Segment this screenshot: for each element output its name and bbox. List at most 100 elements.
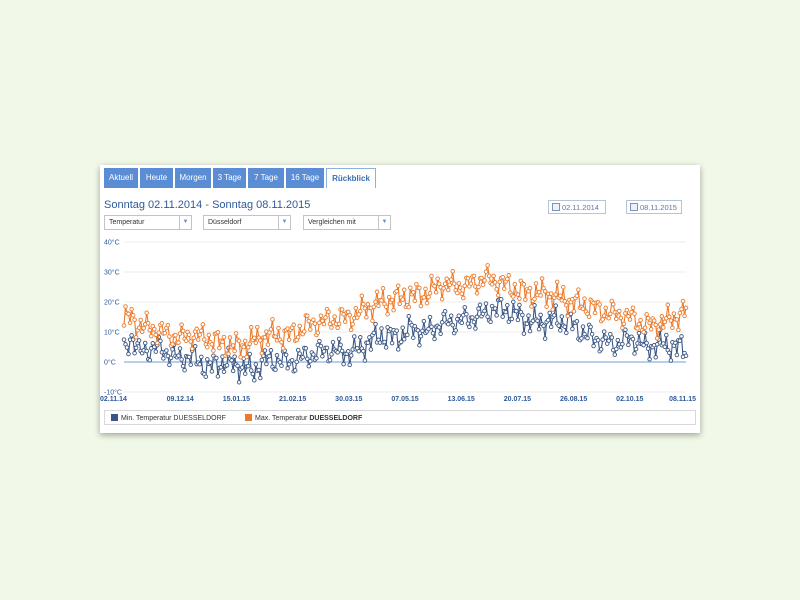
date-to-picker[interactable]: 08.11.2015 [626, 200, 682, 214]
data-point-max [447, 282, 452, 288]
data-point-min [347, 362, 352, 368]
x-tick-label: 20.07.15 [504, 396, 531, 403]
data-point-max [574, 293, 580, 298]
data-point-max [236, 338, 242, 344]
data-point-min [562, 324, 568, 329]
data-point-min [147, 357, 153, 363]
data-point-min [453, 328, 458, 333]
data-point-max [680, 298, 686, 304]
legend-item-max[interactable]: Max. Temperatur DUESSELDORF [245, 414, 362, 422]
data-point-min [371, 330, 377, 336]
tab-rueckblick[interactable]: Rückblick [326, 168, 376, 188]
data-point-min [603, 335, 608, 340]
data-point-max [183, 338, 189, 343]
data-point-min [262, 348, 268, 353]
data-point-max [451, 281, 457, 286]
data-point-min [236, 380, 242, 385]
data-point-max [679, 306, 684, 312]
data-point-max [133, 334, 139, 340]
data-point-min [235, 363, 240, 369]
data-point-max [527, 285, 533, 291]
calendar-icon [630, 203, 638, 211]
data-point-max [538, 293, 543, 298]
data-point-min [632, 351, 637, 356]
data-point-min [483, 301, 489, 306]
data-point-max [450, 269, 455, 274]
data-point-max [630, 305, 636, 310]
data-point-min [197, 362, 202, 367]
data-point-min [297, 351, 302, 356]
weather-history-panel: Aktuell Heute Morgen 3 Tage 7 Tage 16 Ta… [100, 165, 700, 433]
data-point-min [167, 362, 172, 368]
data-point-max [485, 263, 490, 268]
data-point-max [468, 281, 474, 286]
data-point-min [574, 319, 580, 324]
compare-select[interactable]: Vergleichen mit ▼ [303, 215, 391, 230]
data-point-min [406, 314, 412, 319]
data-point-max [476, 284, 481, 290]
data-point-min [636, 330, 642, 336]
tab-aktuell[interactable]: Aktuell [104, 168, 138, 188]
tab-7-tage[interactable]: 7 Tage [248, 168, 284, 188]
tab-3-tage[interactable]: 3 Tage [213, 168, 246, 188]
data-point-min [306, 363, 312, 369]
data-point-max [189, 346, 195, 352]
parameter-select[interactable]: Temperatur ▼ [104, 215, 192, 230]
location-select[interactable]: Düsseldorf ▼ [203, 215, 291, 230]
data-point-max [620, 325, 625, 331]
data-point-min [215, 374, 221, 379]
data-point-max [674, 317, 680, 322]
x-tick-label: 15.01.15 [223, 396, 250, 403]
data-point-min [311, 352, 316, 357]
data-point-max [211, 348, 216, 353]
data-point-min [524, 321, 530, 327]
data-point-min [548, 324, 554, 330]
data-point-min [559, 314, 565, 319]
range-separator: - [205, 199, 210, 211]
data-point-max [571, 309, 577, 314]
data-point-min [439, 320, 445, 325]
data-point-max [308, 327, 313, 332]
data-point-min [324, 345, 330, 351]
y-tick-label: 10°C [104, 329, 120, 337]
data-point-max [421, 295, 427, 300]
data-point-max [259, 351, 265, 356]
data-point-max [130, 312, 136, 318]
data-point-min [647, 357, 652, 362]
data-point-max [486, 273, 492, 279]
data-point-max [562, 299, 568, 304]
data-point-max [501, 286, 507, 291]
data-point-min [598, 347, 604, 352]
date-from-picker[interactable]: 02.11.2014 [548, 200, 606, 214]
data-point-min [242, 371, 248, 376]
data-point-max [412, 298, 418, 304]
tab-16-tage[interactable]: 16 Tage [286, 168, 324, 188]
chevron-down-icon: ▼ [278, 216, 290, 229]
data-point-max [489, 282, 495, 287]
data-point-min [474, 314, 480, 320]
data-point-min [130, 337, 136, 342]
data-point-max [439, 296, 445, 302]
data-point-min [132, 350, 137, 356]
data-point-max [221, 334, 227, 340]
tab-morgen[interactable]: Morgen [175, 168, 211, 188]
data-point-min [450, 322, 455, 328]
data-point-max [632, 311, 637, 316]
data-point-min [158, 338, 163, 344]
x-tick-label: 30.03.15 [335, 396, 362, 403]
data-point-min [438, 331, 443, 337]
tab-heute[interactable]: Heute [140, 168, 173, 188]
data-point-max [373, 299, 378, 305]
data-point-max [359, 293, 365, 299]
data-point-min [668, 358, 674, 363]
data-point-max [244, 354, 249, 360]
data-point-min [318, 343, 324, 349]
data-point-min [133, 345, 139, 351]
data-point-min [498, 296, 504, 302]
data-point-max [252, 335, 257, 341]
legend-item-min[interactable]: Min. Temperatur DUESSELDORF [111, 414, 226, 422]
data-point-max [262, 335, 268, 340]
x-tick-label: 08.11.15 [669, 396, 696, 403]
data-point-max [511, 294, 516, 299]
data-point-min [161, 356, 166, 361]
